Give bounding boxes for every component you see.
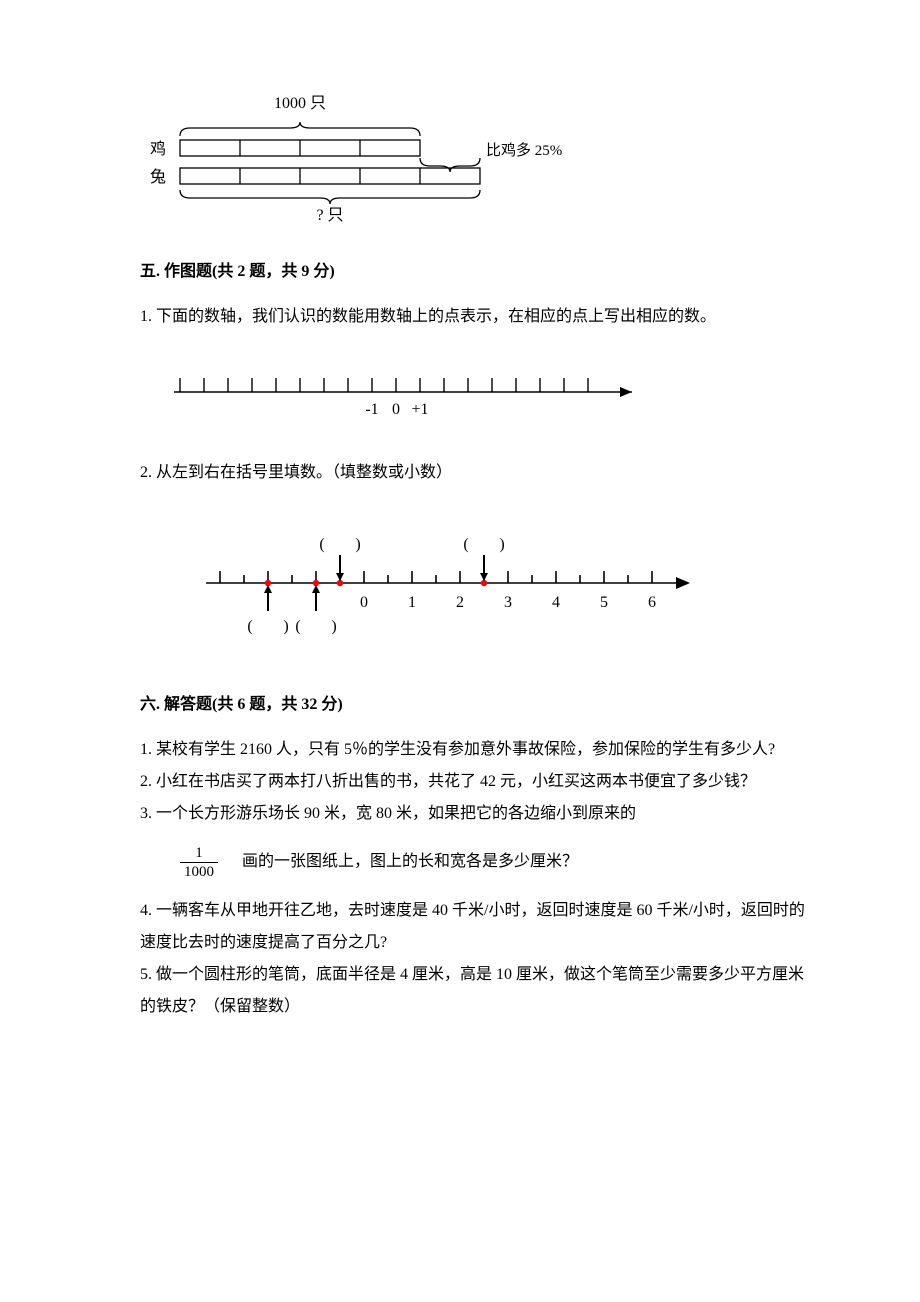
document-page: 鸡兔 1000 只 ? 只 比鸡多 25% 五. 作图题(共 2 题，共 9 分) 1… [0,0,920,1093]
svg-text:): ) [355,536,360,553]
numberline-2-svg: 0 1 2 3 4 5 6 () () () () [180,513,740,663]
section6-q5: 5. 做一个圆柱形的笔筒，底面半径是 4 厘米，高是 10 厘米，做这个笔筒至少… [140,959,810,1023]
svg-text:兔: 兔 [150,168,166,186]
fraction-1-1000: 1 1000 [180,844,218,881]
section5-q2: 2. 从左到右在括号里填数。（填整数或小数） [140,457,810,489]
svg-text:(: ( [463,536,468,553]
svg-text:5: 5 [600,594,608,611]
svg-text:-1: -1 [365,401,378,418]
numberline-2: 0 1 2 3 4 5 6 () () () () [180,513,810,663]
section6-q4: 4. 一辆客车从甲地开往乙地，去时速度是 40 千米/小时，返回时速度是 60 … [140,895,810,959]
section6-q3a: 3. 一个长方形游乐场长 90 米，宽 80 米，如果把它的各边缩小到原来的 [140,798,810,830]
svg-text:+1: +1 [411,401,428,418]
svg-text:(: ( [247,618,252,635]
svg-text:鸡: 鸡 [150,140,166,158]
svg-text:1: 1 [408,594,416,611]
svg-text:6: 6 [648,594,656,611]
diagram-chicken-rabbit: 鸡兔 1000 只 ? 只 比鸡多 25% [140,90,810,230]
svg-text:(: ( [295,618,300,635]
section6-q3b: 画的一张图纸上，图上的长和宽各是多少厘米？ [242,849,578,875]
section6-q1: 1. 某校有学生 2160 人，只有 5％的学生没有参加意外事故保险，参加保险的… [140,734,810,766]
svg-text:0: 0 [392,401,400,418]
diagram-chicken-rabbit-svg: 鸡兔 1000 只 ? 只 比鸡多 25% [140,90,620,230]
svg-text:3: 3 [504,594,512,611]
section6-q2: 2. 小红在书店买了两本打八折出售的书，共花了 42 元，小红买这两本书便宜了多… [140,766,810,798]
fraction-numerator: 1 [191,844,207,862]
svg-text:): ) [499,536,504,553]
svg-text:1000 只: 1000 只 [274,95,326,112]
svg-text:0: 0 [360,594,368,611]
svg-text:? 只: ? 只 [316,207,343,224]
svg-text:): ) [283,618,288,635]
numberline-1-svg: -1 0 +1 [140,357,680,427]
section5-heading: 五. 作图题(共 2 题，共 9 分) [140,258,810,287]
svg-text:4: 4 [552,594,560,611]
svg-text:): ) [331,618,336,635]
svg-text:(: ( [319,536,324,553]
section5-q1: 1. 下面的数轴，我们认识的数能用数轴上的点表示，在相应的点上写出相应的数。 [140,301,810,333]
svg-text:比鸡多 25%: 比鸡多 25% [486,142,562,159]
svg-text:2: 2 [456,594,464,611]
numberline-1: -1 0 +1 [140,357,810,427]
section6-q3-fraction-line: 1 1000 画的一张图纸上，图上的长和宽各是多少厘米？ [180,844,810,881]
section6-heading: 六. 解答题(共 6 题，共 32 分) [140,691,810,720]
fraction-denominator: 1000 [180,863,218,881]
